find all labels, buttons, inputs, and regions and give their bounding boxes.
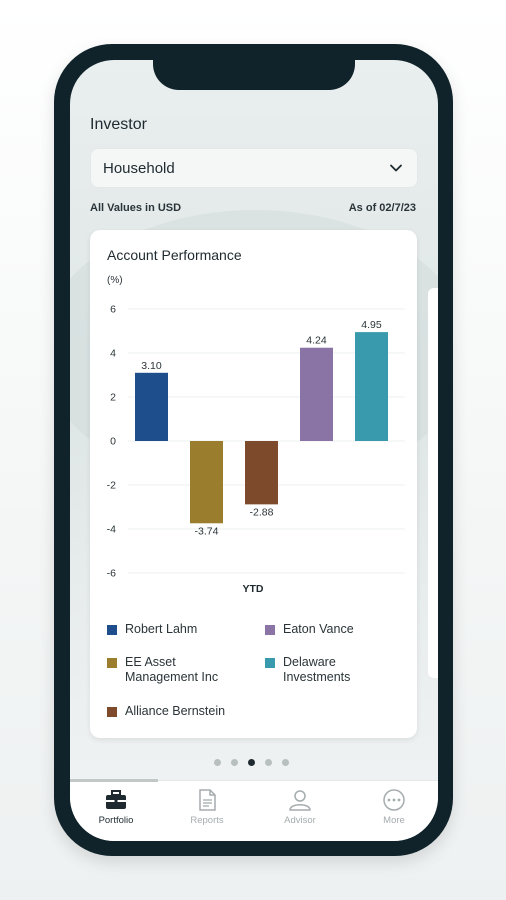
bar-data-label: 3.10 xyxy=(141,360,162,372)
legend-label: Alliance Bernstein xyxy=(125,704,226,718)
x-axis-label: YTD xyxy=(243,583,264,595)
chevron-down-icon xyxy=(390,164,402,172)
y-tick-label: 0 xyxy=(110,436,116,448)
legend-swatch xyxy=(265,658,275,668)
bar-data-label: 4.95 xyxy=(361,319,382,331)
dropdown-value: Household xyxy=(103,160,175,177)
y-tick-label: -6 xyxy=(107,568,116,580)
legend-swatch xyxy=(265,625,275,635)
performance-bar-chart: (%) 6 4 2 0 -2 -4 -6 3.10 -3.74 -2.88 4.24 4.95 YTD xyxy=(107,275,405,595)
tab-reports[interactable]: Reports xyxy=(172,789,242,839)
person-icon xyxy=(289,790,311,811)
bar-alliance-bernstein xyxy=(245,441,278,505)
briefcase-icon xyxy=(106,790,126,809)
bar-data-label: -2.88 xyxy=(250,506,274,518)
app-screen: Investor Household All Values in USD As … xyxy=(70,60,438,841)
legend-label: Robert Lahm xyxy=(125,622,198,636)
tab-more[interactable]: More xyxy=(359,789,429,839)
investor-dropdown[interactable]: Household xyxy=(90,148,418,188)
y-tick-label: -4 xyxy=(107,524,116,536)
legend-swatch xyxy=(107,707,117,717)
bottom-tab-bar: Portfolio Reports Advisor xyxy=(70,779,438,841)
account-performance-card: Account Performance (%) 6 4 2 0 -2 -4 -6 3.10 -3.… xyxy=(90,230,417,738)
card-title: Account Performance xyxy=(107,247,242,263)
tab-label: More xyxy=(383,815,405,826)
tab-portfolio[interactable]: Portfolio xyxy=(81,789,151,839)
tab-advisor[interactable]: Advisor xyxy=(265,789,335,839)
page-dot[interactable] xyxy=(248,759,255,766)
legend-swatch xyxy=(107,658,117,668)
tab-label: Portfolio xyxy=(98,815,134,826)
active-tab-indicator xyxy=(70,779,158,782)
as-of-date: As of 02/7/23 xyxy=(348,202,416,214)
page-title: Investor xyxy=(90,116,147,133)
y-tick-label: 6 xyxy=(110,304,116,316)
more-icon xyxy=(383,789,405,811)
document-icon xyxy=(199,789,216,811)
tab-label: Advisor xyxy=(284,815,316,826)
legend-label: Eaton Vance xyxy=(283,622,354,636)
tab-label: Reports xyxy=(190,815,224,826)
y-tick-label: 4 xyxy=(110,348,116,360)
legend-label: Delaware Investments xyxy=(283,655,351,684)
y-tick-label: 2 xyxy=(110,392,116,404)
bar-delaware-investments xyxy=(355,332,388,441)
page-dot[interactable] xyxy=(265,759,272,766)
page-dot[interactable] xyxy=(231,759,238,766)
y-axis-unit-label: (%) xyxy=(107,275,123,286)
page-dot[interactable] xyxy=(282,759,289,766)
phone-notch xyxy=(153,44,355,90)
next-card-peek[interactable] xyxy=(428,288,438,678)
bar-eaton-vance xyxy=(300,347,333,441)
page-dot[interactable] xyxy=(214,759,221,766)
currency-note: All Values in USD xyxy=(90,202,182,214)
bar-ee-asset-management-inc xyxy=(190,441,223,524)
legend-label: EE Asset Management Inc xyxy=(125,655,219,684)
bar-data-label: -3.74 xyxy=(195,525,219,537)
legend-swatch xyxy=(107,625,117,635)
bar-data-label: 4.24 xyxy=(306,335,327,347)
bar-robert-lahm xyxy=(135,372,168,441)
y-tick-label: -2 xyxy=(107,480,116,492)
